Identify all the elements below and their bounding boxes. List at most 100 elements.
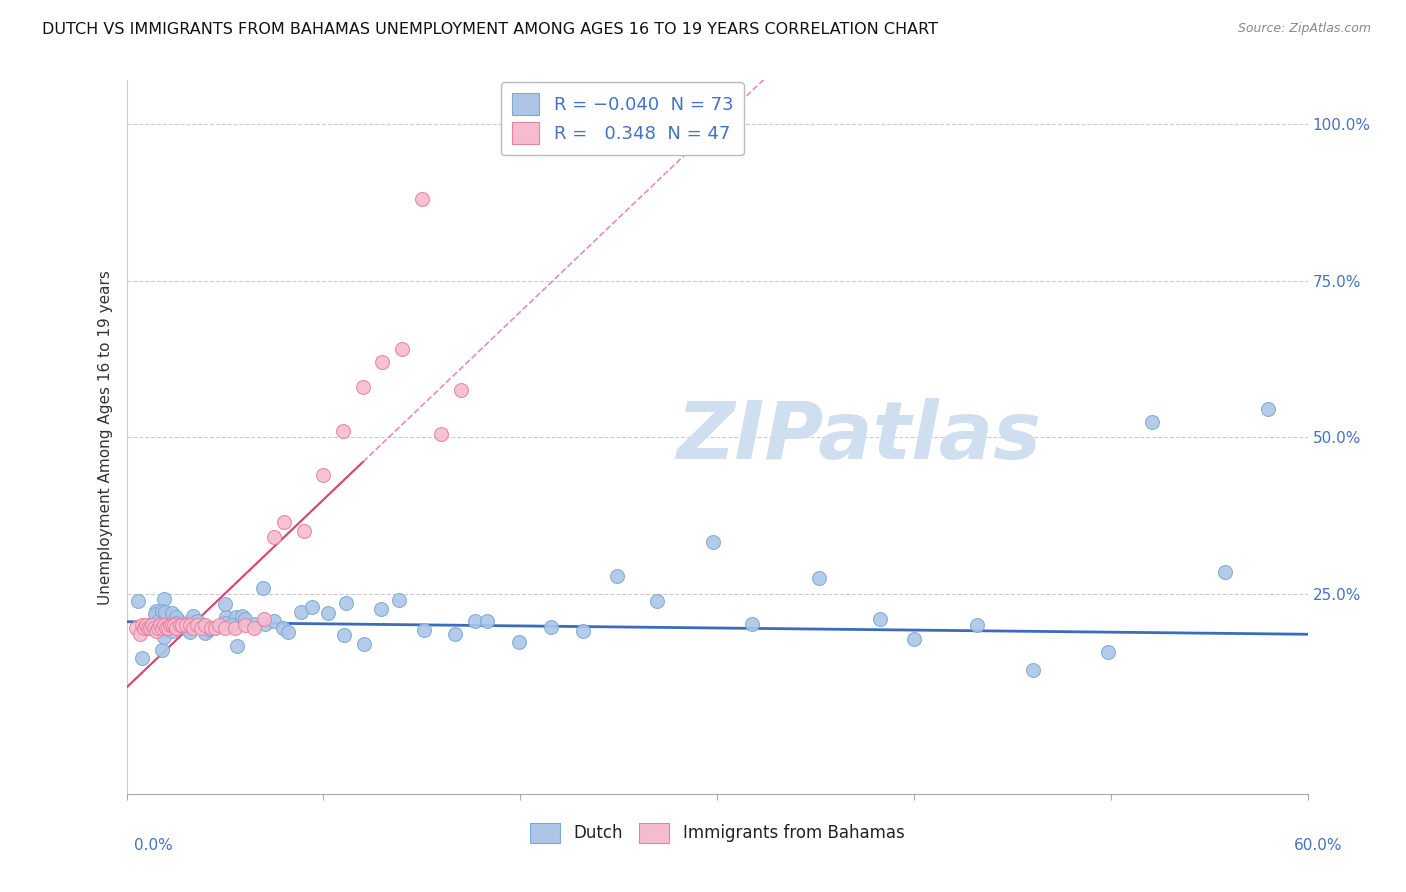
Point [134,621,156,635]
Point [572,624,595,638]
Point [179,624,201,639]
Point [165,616,187,631]
Point [741,617,763,632]
Point [145,604,167,618]
Point [215,610,238,624]
Point [450,383,472,397]
Point [233,618,256,632]
Point [1257,402,1279,417]
Point [477,614,499,628]
Point [190,621,212,635]
Point [371,355,394,369]
Point [233,612,256,626]
Point [214,616,236,631]
Point [224,621,246,635]
Point [388,593,411,607]
Point [194,618,217,632]
Point [129,627,152,641]
Point [301,600,323,615]
Point [508,635,530,649]
Point [444,627,467,641]
Point [167,614,190,628]
Point [540,620,562,634]
Point [180,615,202,630]
Point [186,614,208,628]
Point [253,616,276,631]
Point [252,581,274,595]
Point [807,571,830,585]
Point [263,530,285,544]
Point [176,622,198,636]
Point [353,637,375,651]
Point [271,621,294,635]
Point [153,630,176,644]
Point [125,621,148,635]
Point [141,618,163,632]
Point [146,614,169,628]
Point [411,192,433,206]
Point [186,618,208,632]
Point [150,624,173,638]
Point [290,605,312,619]
Point [194,625,217,640]
Point [204,621,226,635]
Point [181,608,204,623]
Point [226,640,249,654]
Point [200,621,222,635]
Point [177,617,200,632]
Point [165,621,187,635]
Point [143,607,166,622]
Point [159,618,181,632]
Legend: Dutch, Immigrants from Bahamas: Dutch, Immigrants from Bahamas [523,816,911,850]
Point [150,614,173,628]
Point [966,618,988,632]
Point [150,604,173,618]
Point [263,615,285,629]
Point [155,621,177,635]
Point [464,614,486,628]
Point [413,623,436,637]
Point [221,618,243,632]
Point [139,621,162,635]
Point [332,424,354,438]
Text: ZIPatlas: ZIPatlas [676,398,1042,476]
Point [160,618,183,632]
Point [165,610,187,624]
Point [201,621,224,635]
Point [131,650,153,665]
Point [903,632,925,646]
Point [231,609,253,624]
Point [141,621,163,635]
Point [273,515,295,529]
Point [335,596,357,610]
Point [135,618,157,632]
Point [146,621,169,635]
Point [1140,416,1163,430]
Point [150,643,173,657]
Point [333,628,356,642]
Point [869,612,891,626]
Text: 60.0%: 60.0% [1295,838,1343,854]
Point [138,618,160,632]
Point [370,602,392,616]
Point [160,606,183,620]
Point [606,568,628,582]
Point [225,609,247,624]
Point [153,605,176,619]
Point [195,624,218,639]
Point [187,615,209,629]
Text: 0.0%: 0.0% [134,838,173,854]
Point [1022,663,1045,677]
Point [174,618,197,632]
Point [245,617,267,632]
Point [183,621,205,635]
Point [156,621,179,635]
Point [645,594,668,608]
Point [214,621,236,635]
Point [214,597,236,611]
Text: Source: ZipAtlas.com: Source: ZipAtlas.com [1237,22,1371,36]
Point [253,612,276,626]
Point [312,467,335,482]
Point [163,618,186,632]
Point [160,624,183,638]
